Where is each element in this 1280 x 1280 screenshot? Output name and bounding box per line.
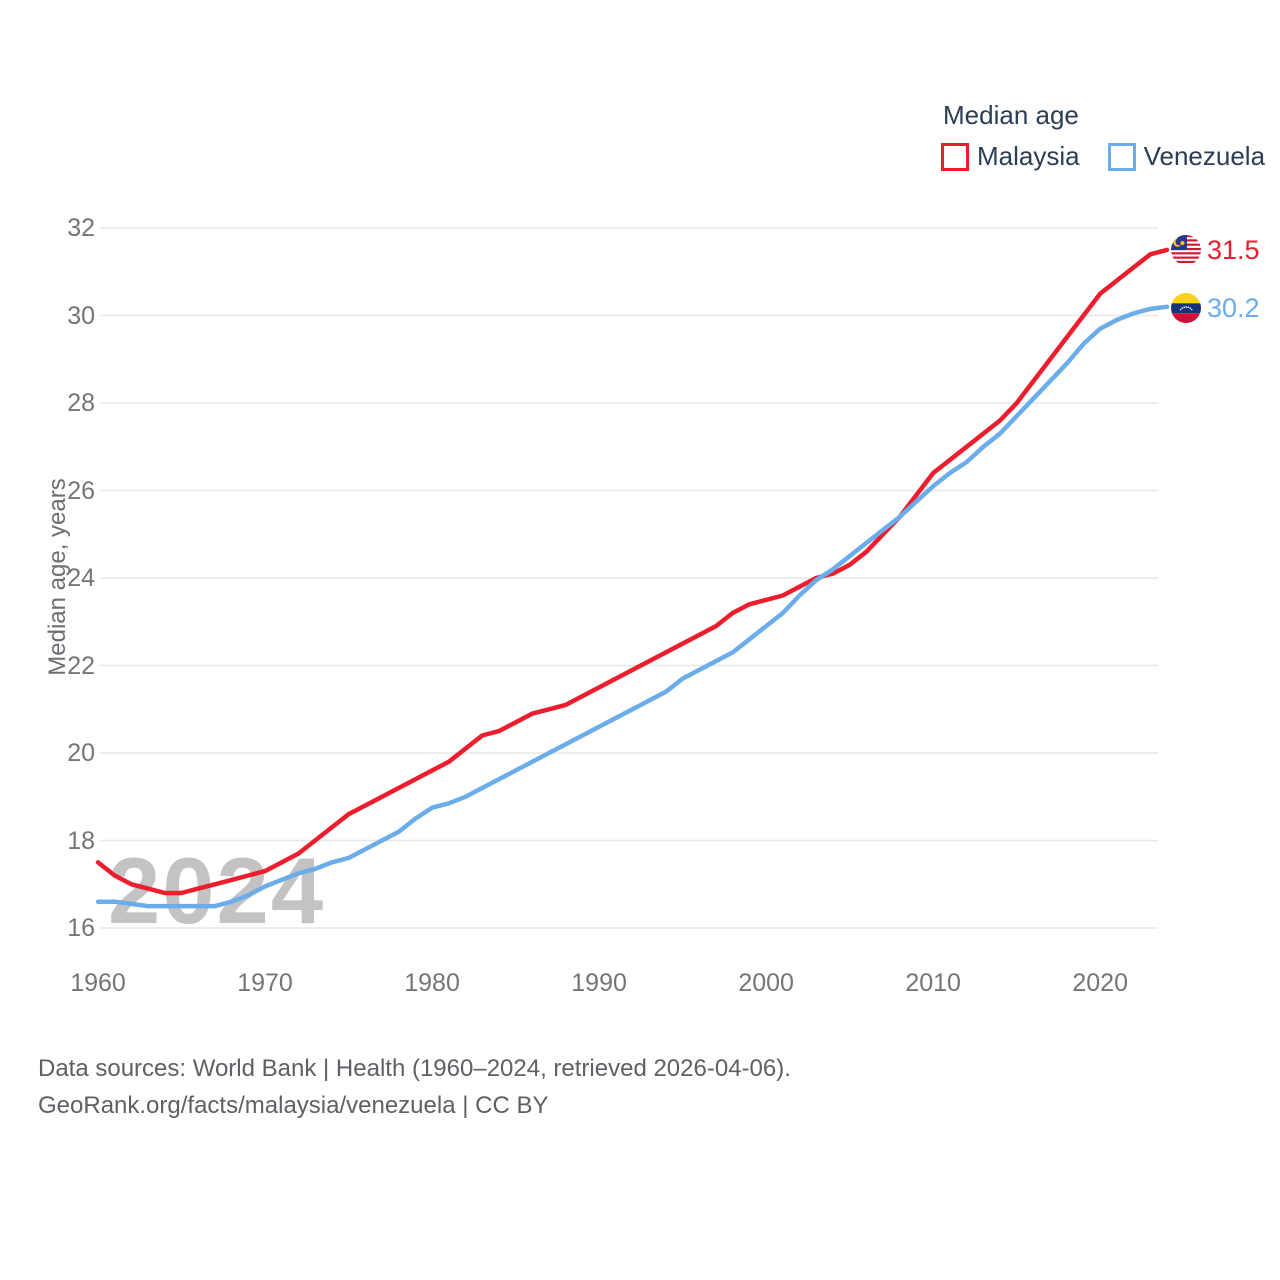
x-tick-label: 1960 (70, 969, 126, 997)
data-source-text: Data sources: World Bank | Health (1960–… (38, 1055, 791, 1082)
legend-item-malaysia[interactable]: Malaysia (941, 141, 1098, 172)
attribution-link[interactable]: GeoRank.org/facts/malaysia/venezuela | C… (38, 1092, 549, 1119)
x-tick-label: 1980 (404, 969, 460, 997)
x-tick-label: 2020 (1072, 969, 1128, 997)
malaysia-line[interactable] (95, 247, 1170, 896)
venezuela-flag-icon (1171, 293, 1201, 323)
chart-gridlines (100, 227, 1158, 929)
venezuela-swatch-icon (1107, 142, 1136, 171)
legend-title: Median age (943, 100, 1079, 130)
y-tick-label: 30 (67, 301, 95, 330)
y-tick-label: 18 (67, 826, 95, 855)
venezuela-line[interactable] (95, 304, 1170, 909)
x-tick-label: 1970 (237, 969, 293, 997)
chart-plot-area[interactable] (0, 0, 1280, 1060)
x-tick-label: 2010 (905, 969, 961, 997)
y-tick-label: 24 (67, 564, 95, 592)
malaysia-end-value: 31.5 (1207, 235, 1260, 265)
venezuela-end-value: 30.2 (1207, 293, 1260, 323)
y-tick-label: 20 (67, 739, 95, 767)
legend-item-venezuela[interactable]: Venezuela (1107, 141, 1280, 172)
x-tick-label: 1990 (571, 969, 627, 997)
legend: Malaysia Venezuela (941, 141, 1280, 172)
y-tick-label: 16 (67, 914, 95, 942)
footer: Data sources: World Bank | Health (1960–… (38, 1050, 791, 1124)
y-tick-label: 22 (67, 651, 95, 680)
y-tick-label: 32 (67, 214, 95, 242)
y-tick-label: 28 (67, 389, 95, 417)
legend-label: Venezuela (1143, 141, 1266, 171)
x-tick-label: 2000 (738, 969, 794, 997)
malaysia-flag-icon (1171, 235, 1201, 265)
y-tick-label: 26 (67, 476, 95, 505)
legend-label: Malaysia (977, 141, 1080, 171)
malaysia-swatch-icon (941, 142, 969, 171)
